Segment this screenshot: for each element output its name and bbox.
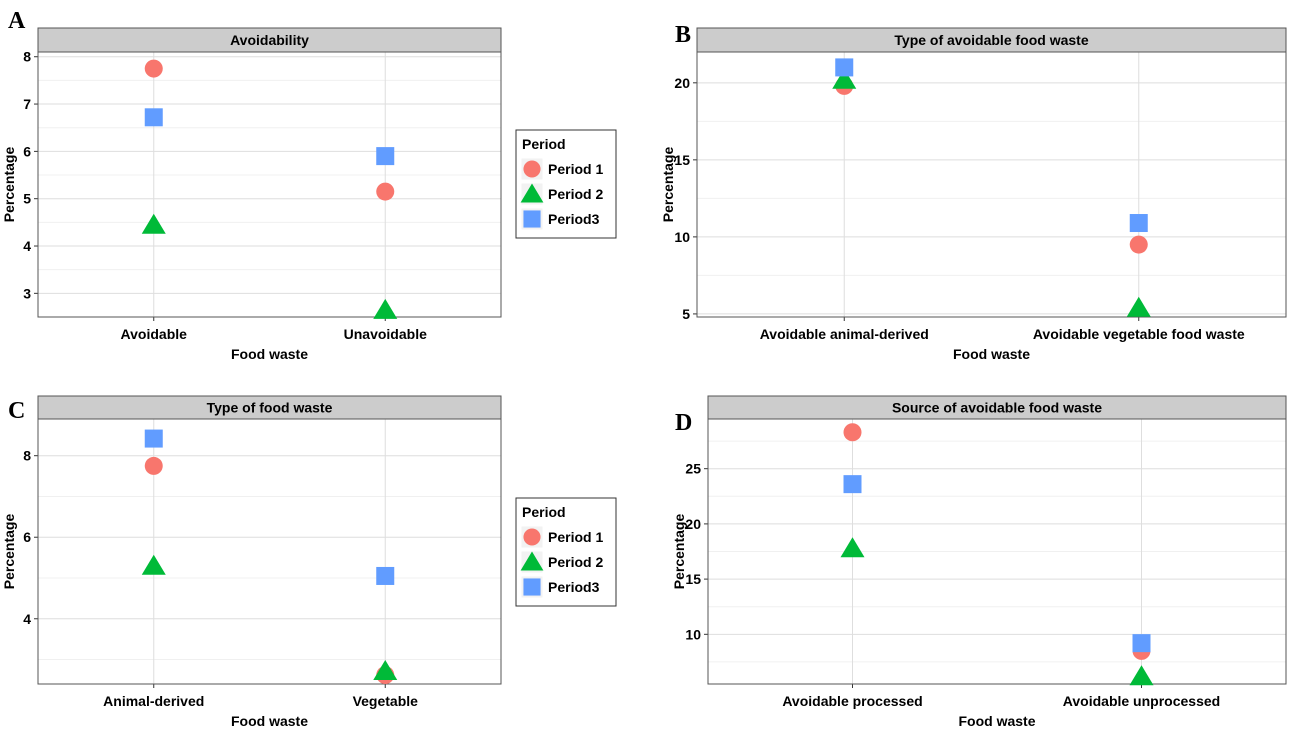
panel-border — [707, 418, 1287, 685]
legend-triangle-marker — [520, 183, 544, 203]
data-point — [1129, 214, 1148, 233]
data-point — [835, 58, 854, 77]
data-point — [843, 423, 862, 442]
data-point — [376, 147, 395, 166]
y-tick-label: 3 — [23, 285, 31, 301]
facet-title: Source of avoidable food waste — [892, 400, 1102, 416]
data-point — [141, 554, 166, 575]
legend-square-marker — [523, 578, 541, 596]
legend-circle-marker — [523, 160, 541, 178]
panel-letter: B — [675, 22, 691, 48]
x-axis-title: Food waste — [231, 713, 308, 729]
facet-strip — [37, 27, 502, 53]
data-point — [1132, 634, 1151, 653]
panel-border — [696, 51, 1287, 318]
y-tick-label: 5 — [682, 306, 690, 322]
panel-b: B Type of avoidable food waste 5 10 15 20 Avoi… — [660, 22, 1287, 362]
legend: Period Period 1 Period 2 Period3 — [515, 497, 617, 607]
y-axis-title: Percentage — [660, 147, 676, 223]
plot-area — [697, 52, 1286, 317]
x-axis-title: Food waste — [953, 346, 1030, 362]
x-tick-label: Avoidable animal-derived — [760, 326, 929, 342]
x-tick-label: Avoidable unprocessed — [1063, 693, 1220, 709]
legend: Period Period 1 Period 2 Period3 — [515, 129, 617, 239]
data-point — [376, 566, 395, 585]
x-tick-label: Avoidable — [121, 326, 188, 342]
legend-label: Period 1 — [548, 529, 603, 545]
y-tick-label: 7 — [23, 96, 31, 112]
legend-label: Period 2 — [548, 554, 603, 570]
x-axis-title: Food waste — [231, 346, 308, 362]
y-tick-label: 5 — [23, 191, 31, 207]
legend-label: Period3 — [548, 579, 600, 595]
y-axis-title: Percentage — [1, 514, 17, 590]
legend-label: Period 1 — [548, 161, 603, 177]
panel-border — [37, 418, 502, 685]
y-tick-label: 6 — [23, 529, 31, 545]
y-tick-label: 8 — [23, 448, 31, 464]
data-point — [373, 298, 398, 319]
legend-circle-marker — [523, 528, 541, 546]
legend-title: Period — [522, 504, 566, 520]
data-point — [1129, 665, 1154, 686]
panel-a: A Avoidability 3 4 5 6 7 8 Avoidable Unavoidable F… — [1, 8, 502, 362]
facet-title: Type of food waste — [207, 400, 333, 416]
legend-square-marker — [523, 210, 541, 228]
data-point — [840, 537, 865, 558]
y-tick-label: 4 — [23, 238, 31, 254]
data-point — [373, 659, 398, 680]
y-tick-label: 8 — [23, 49, 31, 65]
data-point — [144, 456, 163, 475]
plot-area — [38, 52, 501, 317]
legend-label: Period 2 — [548, 186, 603, 202]
panel-border — [37, 51, 502, 318]
legend-title: Period — [522, 136, 566, 152]
panel-letter: A — [8, 8, 26, 34]
data-point — [144, 108, 163, 127]
y-tick-label: 20 — [674, 75, 690, 91]
y-tick-label: 15 — [674, 152, 690, 168]
panel-letter: C — [8, 398, 25, 424]
y-tick-label: 10 — [674, 229, 690, 245]
data-point — [376, 182, 395, 201]
y-tick-label: 25 — [685, 461, 701, 477]
y-tick-label: 20 — [685, 516, 701, 532]
panel-c: C Type of food waste 4 6 8 Animal-derived Vege… — [1, 395, 502, 729]
y-tick-label: 6 — [23, 143, 31, 159]
facet-title: Avoidability — [230, 32, 309, 48]
panel-d: D Source of avoidable food waste 10 15 20 25 A… — [671, 395, 1287, 729]
data-point — [843, 475, 862, 494]
facet-title: Type of avoidable food waste — [894, 32, 1088, 48]
x-tick-label: Unavoidable — [344, 326, 427, 342]
x-axis-title: Food waste — [958, 713, 1035, 729]
y-tick-label: 15 — [685, 571, 701, 587]
y-axis-title: Percentage — [1, 147, 17, 223]
x-tick-label: Vegetable — [353, 693, 419, 709]
facet-strip — [696, 27, 1287, 53]
data-point — [141, 213, 166, 234]
y-tick-label: 10 — [685, 626, 701, 642]
data-point — [1126, 296, 1151, 317]
x-tick-label: Animal-derived — [103, 693, 204, 709]
legend-label: Period3 — [548, 211, 600, 227]
plot-area — [38, 419, 501, 684]
x-tick-label: Avoidable vegetable food waste — [1033, 326, 1245, 342]
y-axis-title: Percentage — [671, 514, 687, 590]
data-point — [1129, 235, 1148, 254]
y-tick-label: 4 — [23, 611, 31, 627]
x-tick-label: Avoidable processed — [782, 693, 922, 709]
data-point — [144, 429, 163, 448]
data-point — [832, 68, 857, 89]
data-point — [144, 59, 163, 78]
panel-letter: D — [675, 410, 692, 436]
legend-triangle-marker — [520, 551, 544, 571]
